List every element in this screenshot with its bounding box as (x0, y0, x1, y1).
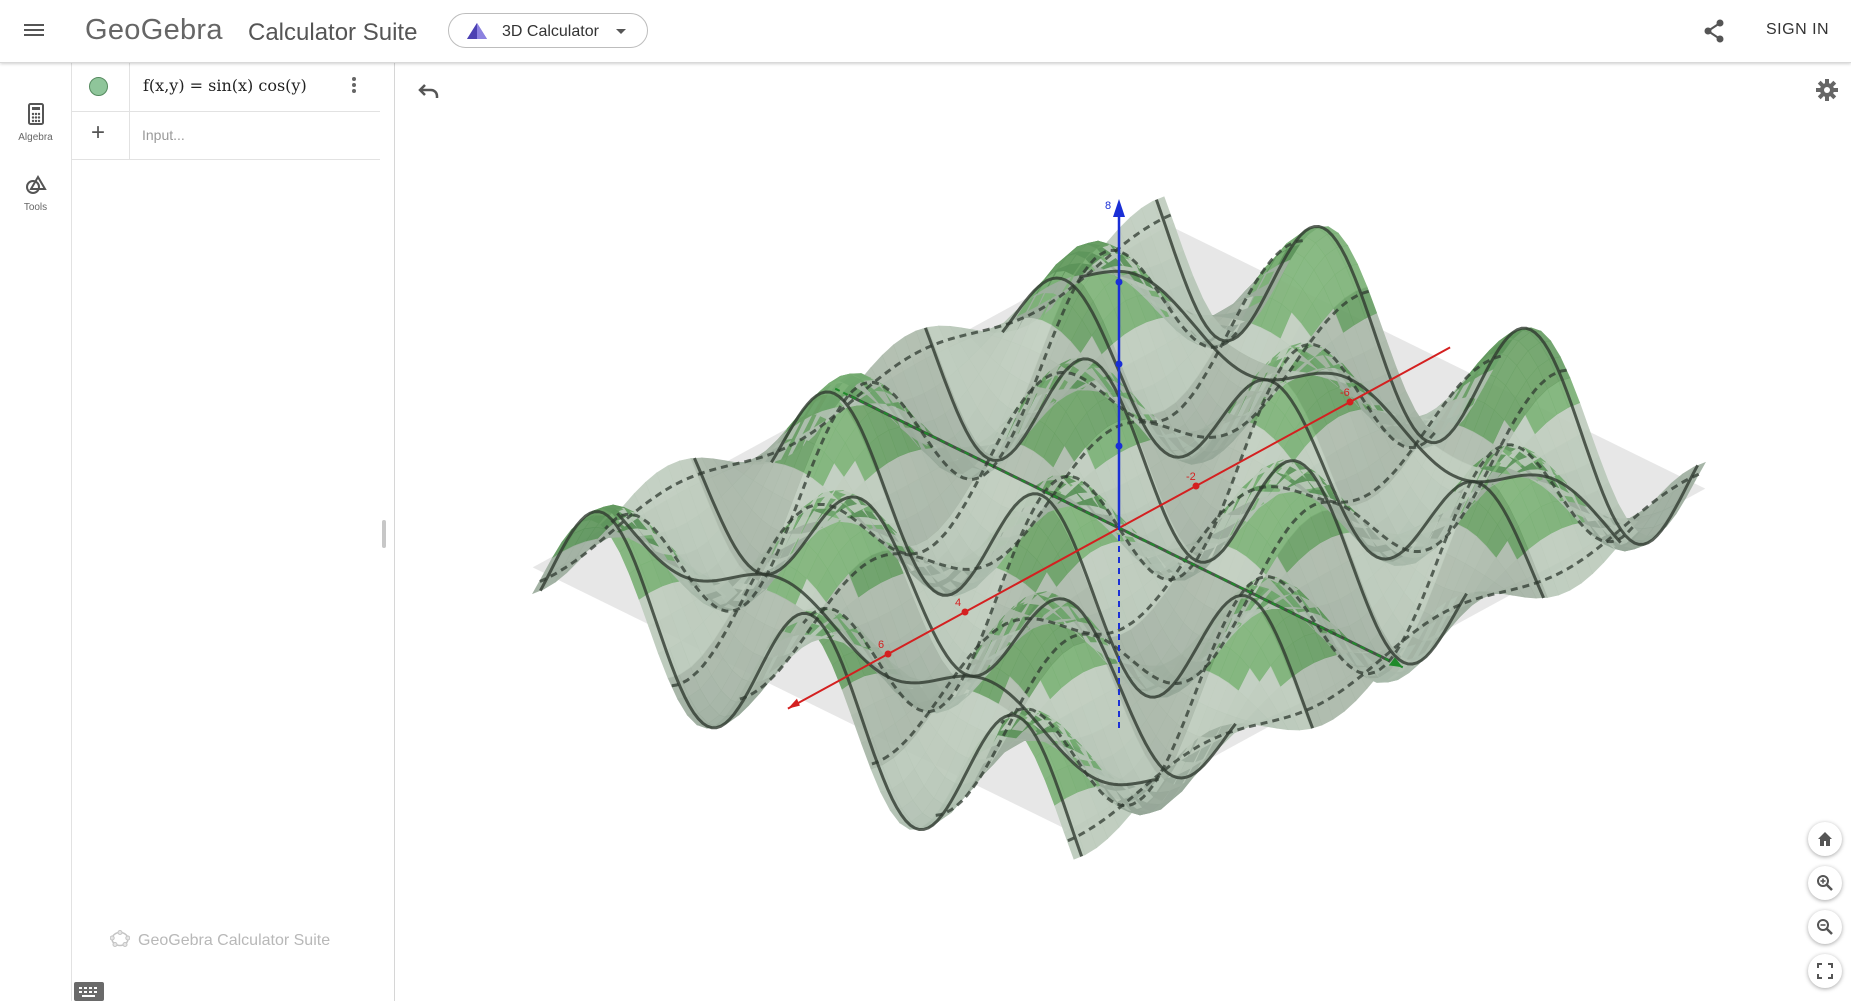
top-bar: GeoGebra Calculator Suite 3D Calculator … (0, 0, 1851, 63)
zoom-out-button[interactable] (1808, 910, 1842, 944)
x-tick-marker (1192, 482, 1200, 490)
footer-branding-text: GeoGebra Calculator Suite (138, 932, 331, 949)
graphics-view-3d[interactable]: -6 -2 4 6 8 (395, 63, 1851, 1001)
row-gutter (72, 63, 130, 111)
algebra-row[interactable]: f(x,y) = sin(x) cos(y) (72, 63, 380, 112)
footer-branding: GeoGebra Calculator Suite (109, 930, 331, 950)
input-row: + (72, 111, 380, 160)
zoom-in-button[interactable] (1808, 866, 1842, 900)
rail-tools-button[interactable]: Tools (0, 175, 71, 213)
tools-icon (25, 175, 47, 194)
x-tick-marker (1346, 398, 1354, 406)
pyramid-icon (467, 23, 487, 39)
x-tick-label: -2 (1186, 471, 1196, 483)
zoom-out-icon (1817, 919, 1833, 935)
more-options-icon[interactable] (352, 75, 356, 95)
x-tick-marker (884, 650, 892, 658)
share-icon[interactable] (1703, 19, 1725, 43)
3d-scene[interactable]: -6 -2 4 6 8 (395, 63, 1851, 1001)
gear-icon[interactable] (1815, 78, 1839, 102)
fullscreen-button[interactable] (1808, 954, 1842, 988)
algebra-input-field[interactable] (140, 121, 374, 149)
rail-algebra-label: Algebra (18, 132, 53, 143)
panel-resize-handle[interactable] (382, 520, 386, 548)
chevron-down-icon (616, 29, 626, 34)
rail-algebra-button[interactable]: Algebra (0, 103, 71, 143)
calculator-icon (27, 103, 44, 125)
home-icon (1818, 832, 1832, 846)
app-picker-button[interactable]: 3D Calculator (448, 13, 648, 48)
keyboard-glyph (79, 987, 97, 997)
plus-icon[interactable]: + (91, 119, 106, 146)
x-tick-marker (961, 608, 969, 616)
row-gutter: + (72, 111, 130, 159)
keyboard-icon[interactable] (74, 982, 104, 1001)
menu-icon[interactable] (24, 21, 44, 41)
home-button[interactable] (1808, 822, 1842, 856)
algebra-view: f(x,y) = sin(x) cos(y) + GeoGebra Calcul… (72, 63, 395, 1001)
rail-tools-label: Tools (23, 202, 48, 213)
x-tick-label: 4 (955, 597, 961, 609)
x-tick-label: 6 (878, 639, 884, 651)
geogebra-logo: GeoGebra (85, 14, 223, 46)
sign-in-button[interactable]: SIGN IN (1766, 21, 1830, 38)
fullscreen-icon (1817, 963, 1833, 979)
zoom-in-icon (1817, 875, 1833, 891)
z-axis: 8 (1105, 199, 1125, 728)
visibility-toggle[interactable] (89, 77, 108, 96)
undo-icon[interactable] (417, 82, 441, 100)
side-rail: Algebra Tools (0, 63, 72, 1001)
app-title: Calculator Suite (248, 19, 418, 46)
z-axis-label: 8 (1105, 200, 1111, 212)
x-tick-label: -6 (1340, 387, 1350, 399)
geogebra-logo-icon (109, 930, 131, 947)
expression-text[interactable]: f(x,y) = sin(x) cos(y) (143, 76, 307, 95)
app-picker-label: 3D Calculator (502, 23, 599, 40)
